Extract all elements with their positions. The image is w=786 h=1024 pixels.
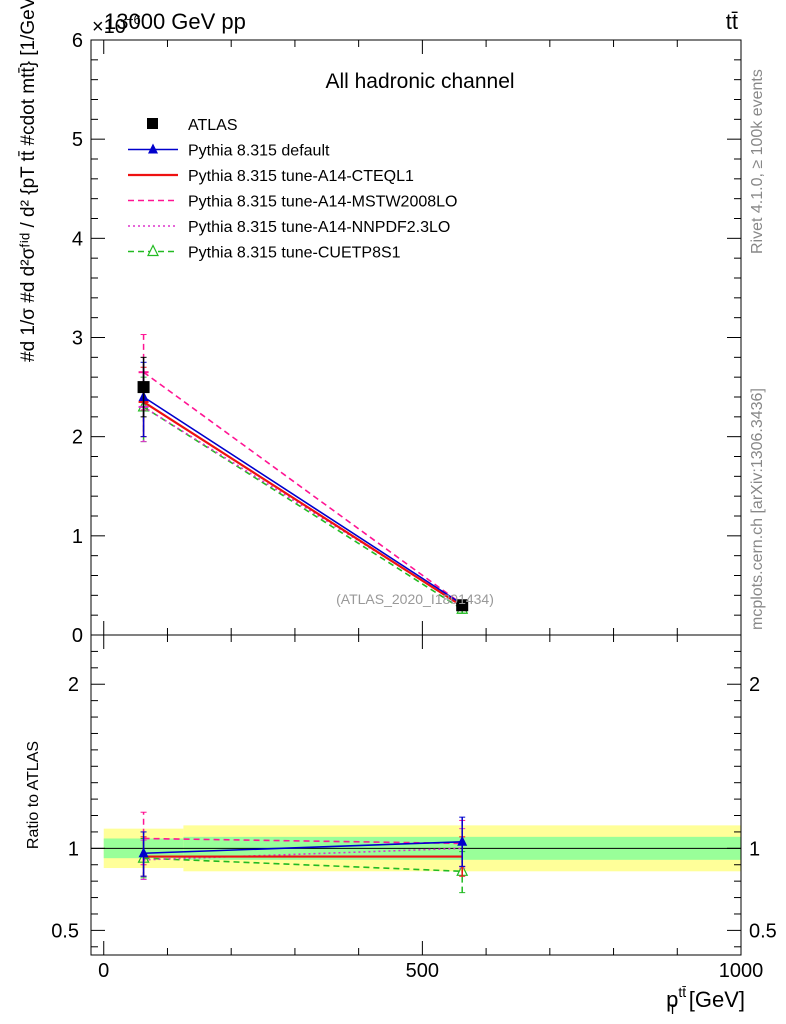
legend-label-cteql1: Pythia 8.315 tune-A14-CTEQL1 [188,168,414,185]
x-tick-label: 1000 [719,960,764,982]
main-y-tick-label: 4 [72,228,83,250]
ratio-line-cuetp8s1 [143,857,463,873]
data-point-atlas [456,599,469,612]
series-line-cuetp8s1 [143,406,463,610]
legend-label-nnpdf: Pythia 8.315 tune-A14-NNPDF2.3LO [188,219,450,236]
main-title: All hadronic channel [325,70,514,93]
series-line-default [143,396,463,605]
process-label: tt̄ [726,9,738,34]
main-axis-ticks: 0 1 2 3 4 5 6 [72,30,742,647]
ratio-frame-overlay [90,634,742,956]
ratio-y-axis-label: Ratio to ATLAS [25,741,42,849]
ratio-frame [90,634,742,956]
ratio-y-tick-label: 2 [68,674,79,696]
ratio-y-tick-label-right: 0.5 [749,920,777,942]
legend-label-default: Pythia 8.315 default [188,143,330,160]
x-tick-label: 500 [406,960,439,982]
ratio-line-default [143,840,463,855]
ratio-axis-ticks: 0.5 0.5 1 1 2 2 0 500 1000 [51,635,777,982]
y-exponent-label: ×10−6 [92,12,141,38]
main-y-tick-label: 1 [72,526,83,548]
ratio-y-tick-label: 1 [68,838,79,860]
energy-label: 13000 GeV pp [104,9,246,34]
legend-marker-atlas [147,118,158,129]
series-line-cteql1 [142,401,463,608]
ratio-series-group [137,811,469,894]
main-panel: 0 1 2 3 4 5 6 All hadronic channel (ATLAS_2020… [18,0,742,647]
main-y-tick-label: 2 [72,427,83,449]
legend-marker-default [148,143,158,154]
legend: ATLAS Pythia 8.315 default Pythia 8.315 tu… [128,117,457,262]
ratio-panel: 0.5 0.5 1 1 2 2 0 500 1000 Ratio to ATLAS ptt̄ T[… [25,634,777,1017]
ratio-line-nnpdf [143,847,463,861]
legend-label-atlas: ATLAS [188,117,238,134]
rivet-version-label: Rivet 4.1.0, ≥ 100k events [749,69,766,254]
main-y-tick-label: 0 [72,625,83,647]
ratio-y-tick-label: 0.5 [51,920,79,942]
ratio-point-default [138,847,149,858]
x-tick-label: 0 [98,960,109,982]
main-y-tick-label: 5 [72,129,83,151]
mcplots-label: mcplots.cern.ch [arXiv:1306.3436] [749,388,766,630]
ratio-point-default [457,835,468,846]
analysis-watermark: (ATLAS_2020_I1801434) [336,591,494,607]
main-y-tick-label: 6 [72,30,83,52]
main-y-tick-label: 3 [72,328,83,350]
ratio-y-tick-label-right: 2 [749,674,760,696]
series-line-mstw [143,371,463,605]
data-point-atlas [137,381,150,394]
legend-label-mstw: Pythia 8.315 tune-A14-MSTW2008LO [188,194,457,211]
main-series-group [137,334,469,614]
ratio-y-tick-label-right: 1 [749,838,760,860]
ratio-line-mstw [143,837,463,845]
main-y-axis-label: #d 1/σ #d d²σᶠⁱᵈ / d² {pT tt̄ #cdot mtt̄… [18,0,39,362]
legend-label-cuetp8s1: Pythia 8.315 tune-CUETP8S1 [188,245,401,262]
legend-marker-cuetp8s1 [147,244,159,257]
x-axis-label: ptt̄ T [GeV] [666,984,745,1017]
